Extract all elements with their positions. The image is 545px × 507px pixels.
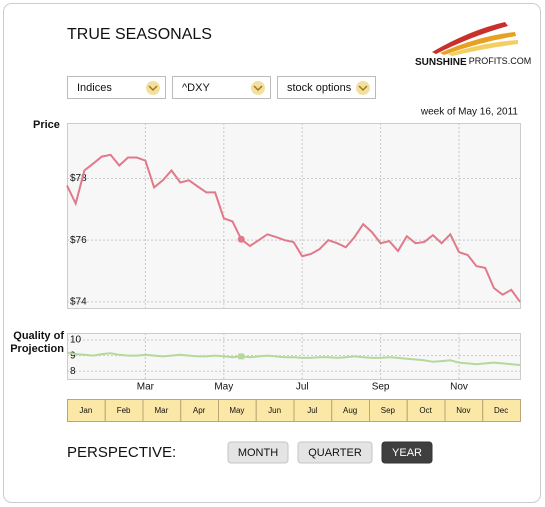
perspective-button-label: YEAR: [392, 447, 422, 459]
y-tick-label: $78: [70, 173, 87, 184]
date-label: week of May 16, 2011: [420, 107, 519, 118]
data-line: [66, 351, 521, 366]
perspective-button[interactable]: [297, 441, 373, 464]
data-line: [66, 153, 521, 303]
perspective-button[interactable]: [227, 441, 289, 464]
dropdown[interactable]: [67, 76, 166, 99]
y-tick-label: $74: [70, 296, 87, 307]
month-label: Oct: [419, 406, 432, 415]
y-tick-label: 10: [70, 335, 82, 346]
x-tick-label: Mar: [137, 382, 155, 393]
dropdown-arrow-bg: [146, 81, 160, 95]
dropdown-arrow-bg: [251, 81, 265, 95]
logo-text: SUNSHINE PROFITS.COM: [415, 56, 531, 67]
title: TRUE SEASONALS: [67, 26, 212, 43]
perspective-button[interactable]: [381, 441, 433, 464]
month-label: May: [229, 406, 244, 415]
x-tick-label: Jul: [296, 382, 309, 393]
y-tick-label: 9: [70, 350, 76, 361]
month-label: Apr: [193, 406, 206, 415]
y-axis-label: Quality of Projection: [10, 330, 64, 355]
x-tick-label: Nov: [450, 382, 468, 393]
dropdown-arrow: [358, 85, 368, 92]
x-tick-label: May: [214, 382, 233, 393]
dropdown-arrow: [253, 85, 263, 92]
dropdown-label: ^DXY: [182, 82, 210, 94]
month-label: Mar: [154, 406, 168, 415]
perspective-label: PERSPECTIVE:: [67, 444, 176, 461]
month-label: Jun: [268, 406, 281, 415]
y-axis-label: Price: [33, 119, 60, 131]
perspective-button-label: QUARTER: [308, 447, 362, 459]
month-label: Jan: [79, 406, 92, 415]
dropdown-label: stock options: [287, 82, 352, 94]
x-tick-label: Sep: [372, 382, 390, 393]
logo: SUNSHINE PROFITS.COM: [415, 22, 531, 68]
dropdown-arrow-bg: [356, 81, 370, 95]
month-label: Nov: [456, 406, 470, 415]
dropdown-label: Indices: [77, 82, 112, 94]
month-label: Jul: [307, 406, 317, 415]
plot-area: [67, 123, 521, 309]
dropdown[interactable]: [172, 76, 271, 99]
highlight-point: [238, 353, 245, 360]
month-label: Dec: [494, 406, 508, 415]
y-tick-label: 8: [70, 366, 76, 377]
month-label: Aug: [343, 406, 357, 415]
dropdown[interactable]: [277, 76, 376, 99]
y-tick-label: $76: [70, 235, 87, 246]
month-label: Sep: [381, 406, 396, 415]
dropdown-arrow: [148, 85, 158, 92]
month-label: Feb: [117, 406, 131, 415]
highlight-point: [237, 235, 245, 243]
perspective-button-label: MONTH: [238, 447, 278, 459]
month-cell[interactable]: [482, 399, 521, 422]
